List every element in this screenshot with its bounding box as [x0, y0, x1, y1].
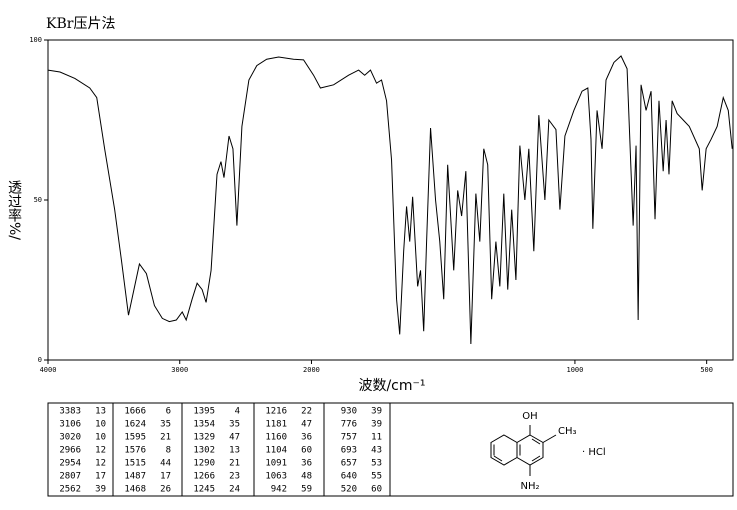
peak-wavenumber: 3383 — [59, 407, 81, 417]
peak-transmittance: 12 — [95, 459, 106, 469]
peak-wavenumber: 930 — [341, 407, 357, 417]
y-axis-label: 透过率%/ — [6, 180, 22, 240]
peak-transmittance: 39 — [95, 485, 106, 495]
x-axis-label: 波数/cm⁻¹ — [358, 378, 425, 394]
amine-label: NH₂ — [520, 481, 539, 492]
peak-wavenumber: 1216 — [265, 407, 287, 417]
salt-label: · HCl — [582, 447, 606, 458]
peak-transmittance: 47 — [229, 433, 240, 443]
peak-transmittance: 13 — [95, 407, 106, 417]
peak-transmittance: 39 — [371, 420, 382, 430]
peak-transmittance: 35 — [229, 420, 240, 430]
peak-wavenumber: 3020 — [59, 433, 81, 443]
peak-wavenumber: 1160 — [265, 433, 287, 443]
spectrum-line — [47, 55, 733, 345]
peak-wavenumber: 2562 — [59, 485, 81, 495]
peak-transmittance: 8 — [166, 446, 171, 456]
peak-wavenumber: 1624 — [124, 420, 146, 430]
peak-transmittance: 55 — [371, 472, 382, 482]
peak-transmittance: 17 — [160, 472, 171, 482]
peak-wavenumber: 1515 — [124, 459, 146, 469]
peak-wavenumber: 640 — [341, 472, 357, 482]
peak-transmittance: 24 — [229, 485, 240, 495]
peak-wavenumber: 776 — [341, 420, 357, 430]
peak-transmittance: 43 — [371, 446, 382, 456]
peak-wavenumber: 1595 — [124, 433, 146, 443]
peak-wavenumber: 1487 — [124, 472, 146, 482]
peak-wavenumber: 657 — [341, 459, 357, 469]
peak-transmittance: 23 — [229, 472, 240, 482]
structure: OH CH₃ NH₂ · HCl — [490, 411, 606, 492]
peak-transmittance: 21 — [229, 459, 240, 469]
y-tick-label: 100 — [29, 36, 42, 44]
peak-transmittance: 60 — [371, 485, 382, 495]
peak-wavenumber: 1290 — [193, 459, 215, 469]
peak-wavenumber: 757 — [341, 433, 357, 443]
peak-transmittance: 10 — [95, 420, 106, 430]
oh-label: OH — [522, 411, 537, 422]
bond — [493, 455, 503, 462]
peak-wavenumber: 2807 — [59, 472, 81, 482]
peak-transmittance: 12 — [95, 446, 106, 456]
chart-title: KBr压片法 — [46, 16, 115, 32]
peak-transmittance: 53 — [371, 459, 382, 469]
peak-transmittance: 6 — [166, 407, 171, 417]
peak-wavenumber: 1576 — [124, 446, 146, 456]
peak-transmittance: 36 — [301, 433, 312, 443]
x-tick-label: 500 — [700, 366, 713, 374]
peak-wavenumber: 1302 — [193, 446, 215, 456]
peak-wavenumber: 1104 — [265, 446, 287, 456]
y-tick-label: 0 — [38, 356, 42, 364]
y-tick-label: 50 — [34, 196, 42, 204]
peak-wavenumber: 520 — [341, 485, 357, 495]
peak-transmittance: 22 — [301, 407, 312, 417]
peak-wavenumber: 1354 — [193, 420, 215, 430]
peak-transmittance: 4 — [235, 407, 240, 417]
peak-transmittance: 13 — [229, 446, 240, 456]
x-tick-label: 1000 — [566, 366, 583, 374]
x-tick-label: 2000 — [303, 366, 320, 374]
peak-wavenumber: 2954 — [59, 459, 81, 469]
peak-transmittance: 36 — [301, 459, 312, 469]
peak-wavenumber: 942 — [271, 485, 287, 495]
peak-wavenumber: 1266 — [193, 472, 215, 482]
bond — [531, 438, 541, 445]
peak-transmittance: 11 — [371, 433, 382, 443]
peak-transmittance: 47 — [301, 420, 312, 430]
peak-transmittance: 60 — [301, 446, 312, 456]
peak-wavenumber: 693 — [341, 446, 357, 456]
peak-wavenumber: 1091 — [265, 459, 287, 469]
methyl-label: CH₃ — [558, 426, 577, 437]
peak-transmittance: 17 — [95, 472, 106, 482]
bond — [542, 434, 557, 443]
peak-wavenumber: 2966 — [59, 446, 81, 456]
x-tick-label: 4000 — [40, 366, 57, 374]
peak-wavenumber: 1181 — [265, 420, 287, 430]
plot-frame — [47, 39, 734, 361]
peak-transmittance: 10 — [95, 433, 106, 443]
peak-wavenumber: 1666 — [124, 407, 146, 417]
peak-transmittance: 44 — [160, 459, 171, 469]
peak-transmittance: 26 — [160, 485, 171, 495]
peak-wavenumber: 1329 — [193, 433, 215, 443]
peak-transmittance: 39 — [371, 407, 382, 417]
peak-wavenumber: 1063 — [265, 472, 287, 482]
peak-transmittance: 48 — [301, 472, 312, 482]
bond — [531, 455, 541, 462]
x-tick-label: 3000 — [171, 366, 188, 374]
peak-transmittance: 21 — [160, 433, 171, 443]
peak-wavenumber: 1395 — [193, 407, 215, 417]
peak-transmittance: 59 — [301, 485, 312, 495]
peak-wavenumber: 1468 — [124, 485, 146, 495]
peak-transmittance: 35 — [160, 420, 171, 430]
ring — [490, 434, 518, 466]
peak-wavenumber: 3106 — [59, 420, 81, 430]
peak-wavenumber: 1245 — [193, 485, 215, 495]
ring — [516, 434, 544, 466]
